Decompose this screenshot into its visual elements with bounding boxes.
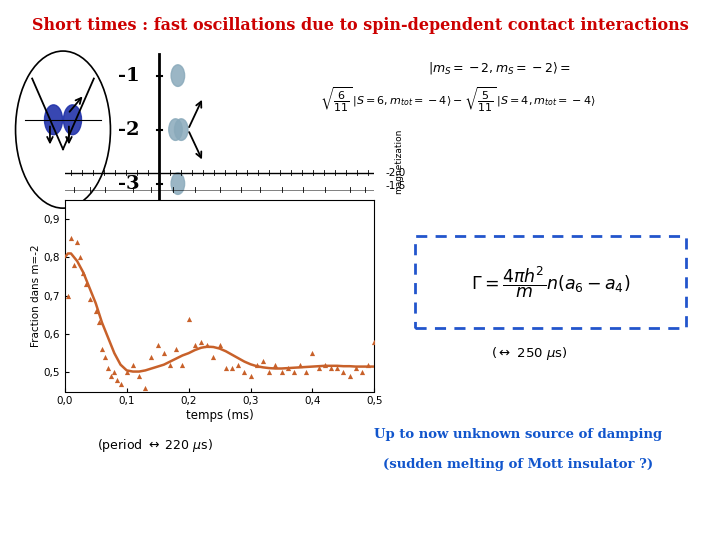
Text: -3: -3: [118, 174, 140, 193]
Point: [112, 376, 123, 384]
Circle shape: [168, 119, 182, 140]
Point: [269, 360, 281, 369]
Point: [282, 364, 294, 373]
Point: [75, 253, 86, 262]
Point: [96, 345, 108, 354]
Point: [300, 368, 312, 377]
Text: -1.5: -1.5: [385, 181, 405, 191]
Point: [319, 360, 330, 369]
Point: [338, 368, 349, 377]
Y-axis label: Fraction dans m=-2: Fraction dans m=-2: [31, 244, 40, 347]
Point: [145, 353, 157, 361]
Point: [362, 360, 374, 369]
Point: [202, 341, 213, 350]
Text: -2.0: -2.0: [385, 168, 405, 178]
Text: magnetization: magnetization: [395, 129, 404, 194]
Point: [344, 372, 356, 381]
Point: [288, 368, 300, 377]
Circle shape: [63, 105, 81, 134]
Point: [251, 360, 263, 369]
Point: [71, 238, 83, 246]
Text: $\sqrt{\dfrac{6}{11}}\,|S=6, m_{tot}=-4\rangle - \sqrt{\dfrac{5}{11}}\,|S=4, m_{: $\sqrt{\dfrac{6}{11}}\,|S=6, m_{tot}=-4\…: [320, 85, 596, 114]
Point: [99, 353, 111, 361]
Text: -1: -1: [118, 66, 140, 85]
Point: [90, 307, 102, 315]
Point: [226, 364, 238, 373]
Point: [331, 364, 343, 373]
Point: [356, 368, 368, 377]
Point: [171, 345, 182, 354]
Point: [369, 338, 380, 346]
X-axis label: temps (ms): temps (ms): [186, 409, 253, 422]
Text: Short times : fast oscillations due to spin-dependent contact interactions: Short times : fast oscillations due to s…: [32, 17, 688, 34]
Point: [195, 338, 207, 346]
Point: [294, 360, 306, 369]
Point: [68, 261, 80, 269]
Text: -2: -2: [118, 120, 140, 139]
Point: [84, 295, 95, 304]
Point: [276, 368, 287, 377]
Point: [78, 268, 89, 277]
Point: [152, 341, 163, 350]
Point: [313, 364, 325, 373]
Circle shape: [174, 119, 188, 140]
Point: [114, 380, 126, 388]
Point: [66, 234, 77, 242]
Text: ($\leftrightarrow$ 250 $\mu$s): ($\leftrightarrow$ 250 $\mu$s): [491, 345, 567, 362]
Point: [207, 353, 219, 361]
Point: [264, 368, 275, 377]
Point: [62, 292, 73, 300]
Text: (period $\leftrightarrow$ 220 $\mu$s): (period $\leftrightarrow$ 220 $\mu$s): [96, 437, 213, 454]
Text: $|m_S = -2, m_S = -2\rangle =$: $|m_S = -2, m_S = -2\rangle =$: [428, 59, 571, 76]
Point: [325, 364, 337, 373]
Point: [133, 372, 145, 381]
Point: [127, 360, 139, 369]
Point: [109, 368, 120, 377]
Point: [307, 349, 318, 357]
Point: [93, 318, 104, 327]
Point: [257, 356, 269, 365]
Point: [176, 360, 188, 369]
Point: [183, 314, 194, 323]
Point: [164, 360, 176, 369]
Point: [350, 364, 361, 373]
Circle shape: [45, 105, 63, 134]
Circle shape: [171, 65, 184, 86]
Point: [106, 372, 117, 381]
Point: [158, 349, 170, 357]
Point: [233, 360, 244, 369]
Text: (sudden melting of Mott insulator ?): (sudden melting of Mott insulator ?): [383, 458, 654, 471]
Point: [140, 383, 151, 392]
Text: PRELIMINARY: PRELIMINARY: [29, 485, 140, 500]
Point: [102, 364, 114, 373]
Circle shape: [171, 173, 184, 194]
Point: [81, 280, 92, 288]
Point: [220, 364, 232, 373]
Text: $\Gamma= \dfrac{4\pi h^2}{m}n\left(a_6 - a_4\right)$: $\Gamma= \dfrac{4\pi h^2}{m}n\left(a_6 -…: [471, 265, 631, 300]
Point: [245, 372, 256, 381]
Point: [121, 368, 132, 377]
Point: [214, 341, 225, 350]
Point: [238, 368, 250, 377]
Point: [189, 341, 201, 350]
Text: Up to now unknown source of damping: Up to now unknown source of damping: [374, 428, 662, 441]
